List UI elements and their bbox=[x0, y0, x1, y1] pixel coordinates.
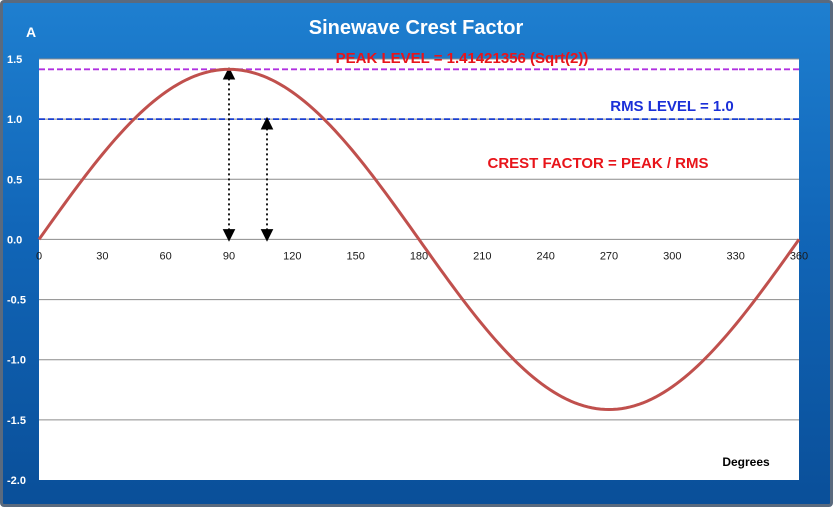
reference-lines bbox=[39, 68, 800, 121]
x-tick-label: 330 bbox=[726, 250, 744, 262]
x-tick-label: 240 bbox=[536, 250, 554, 262]
plot-area bbox=[39, 59, 799, 480]
x-tick-label: 90 bbox=[223, 250, 235, 262]
x-tick-label: 0 bbox=[36, 250, 42, 262]
x-tick-label: 30 bbox=[96, 250, 108, 262]
y-axis-ticks: 1.5 1.0 0.5 0.0 -0.5 -1.0 -1.5 -2.0 bbox=[7, 54, 26, 487]
rms-level-annotation: RMS LEVEL = 1.0 bbox=[610, 98, 734, 115]
x-axis-ticks: 0 30 60 90 120 150 180 210 240 270 300 330 360 bbox=[36, 250, 808, 262]
y-tick-label: -1.5 bbox=[7, 415, 26, 427]
x-tick-label: 270 bbox=[600, 250, 618, 262]
x-tick-label: 300 bbox=[663, 250, 681, 262]
y-tick-label: -1.0 bbox=[7, 355, 26, 367]
y-tick-label: 1.5 bbox=[7, 54, 22, 66]
y-axis-unit-label: A bbox=[26, 24, 36, 40]
y-tick-label: 0.0 bbox=[7, 234, 22, 246]
y-tick-label: 1.0 bbox=[7, 114, 22, 126]
sinewave-series-line bbox=[37, 67, 801, 412]
peak-level-annotation: PEAK LEVEL = 1.41421356 (Sqrt(2)) bbox=[336, 50, 589, 67]
arrows bbox=[222, 67, 274, 242]
y-tick-label: 0.5 bbox=[7, 174, 22, 186]
y-tick-label: -2.0 bbox=[7, 475, 26, 487]
crest-factor-annotation: CREST FACTOR = PEAK / RMS bbox=[487, 155, 708, 172]
x-tick-label: 60 bbox=[160, 250, 172, 262]
x-tick-label: 150 bbox=[346, 250, 364, 262]
x-tick-label: 180 bbox=[410, 250, 428, 262]
x-tick-label: 360 bbox=[790, 250, 808, 262]
chart-title: Sinewave Crest Factor bbox=[309, 17, 524, 39]
x-tick-label: 120 bbox=[283, 250, 301, 262]
x-axis-label: Degrees bbox=[722, 455, 770, 469]
y-tick-label: -0.5 bbox=[7, 295, 26, 307]
x-tick-label: 210 bbox=[473, 250, 491, 262]
